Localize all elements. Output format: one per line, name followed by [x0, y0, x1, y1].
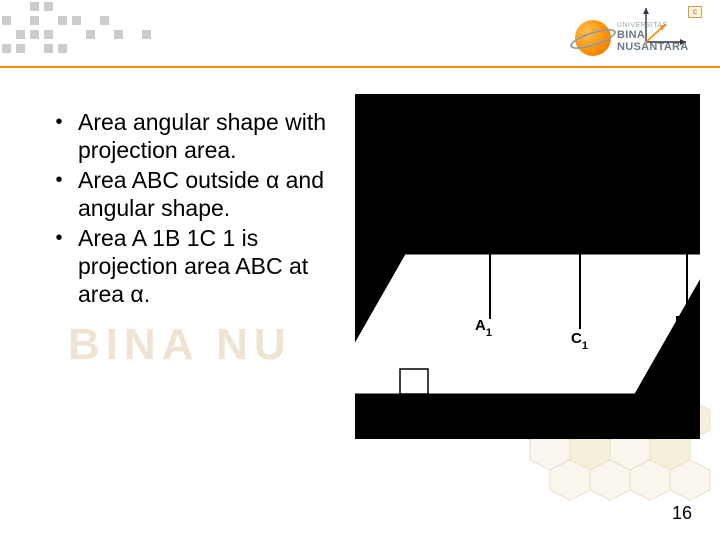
content-region: •Area angular shape with projection area… — [40, 108, 340, 310]
divider-rule — [0, 66, 720, 68]
brand-logo: UNIVERSITAS BINA NUSANTARA — [575, 10, 705, 65]
svg-text:B1: B1 — [675, 313, 692, 335]
logo-brand: BINA NUSANTARA — [617, 29, 705, 53]
bullet-item: •Area ABC outside α and angular shape. — [40, 166, 340, 222]
corner-dot-pattern — [0, 0, 180, 60]
bullet-text: Area A 1B 1C 1 is projection area ABC at… — [78, 224, 340, 308]
projection-diagram: A1 C1 B1 — [355, 94, 700, 439]
bullet-dot: • — [40, 224, 78, 252]
page-number: 16 — [672, 503, 692, 524]
bullet-dot: • — [40, 108, 78, 136]
bullet-item: •Area A 1B 1C 1 is projection area ABC a… — [40, 224, 340, 308]
bullet-dot: • — [40, 166, 78, 194]
bullet-item: •Area angular shape with projection area… — [40, 108, 340, 164]
bullet-text: Area ABC outside α and angular shape. — [78, 166, 340, 222]
bullet-text: Area angular shape with projection area. — [78, 108, 340, 164]
logo-university: UNIVERSITAS — [617, 22, 705, 29]
bullet-list: •Area angular shape with projection area… — [40, 108, 340, 308]
bg-watermark: BINA NU — [68, 320, 292, 370]
